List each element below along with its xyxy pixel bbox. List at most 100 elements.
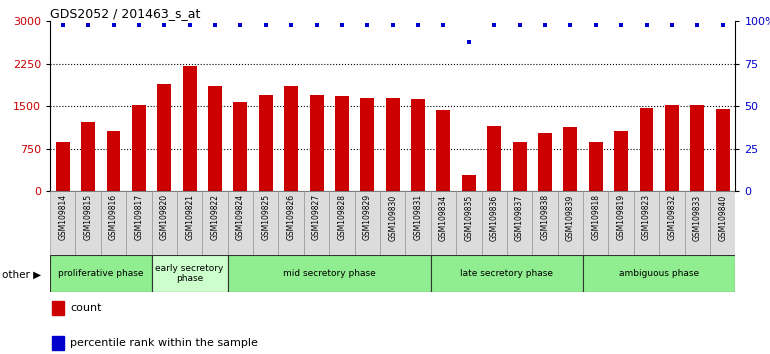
- Text: GSM109821: GSM109821: [185, 194, 194, 240]
- Bar: [228, 191, 253, 255]
- Text: GSM109833: GSM109833: [693, 194, 701, 241]
- Text: GSM109818: GSM109818: [591, 194, 601, 240]
- Bar: [208, 86, 222, 191]
- Bar: [177, 191, 203, 255]
- Bar: [513, 142, 527, 191]
- Text: GSM109825: GSM109825: [261, 194, 270, 240]
- Bar: [430, 191, 456, 255]
- Point: [158, 22, 170, 28]
- Text: GSM109826: GSM109826: [286, 194, 296, 240]
- Point: [641, 22, 653, 28]
- Point: [107, 22, 119, 28]
- Text: GSM109828: GSM109828: [337, 194, 346, 240]
- Bar: [310, 95, 323, 191]
- Bar: [253, 191, 279, 255]
- Text: GSM109834: GSM109834: [439, 194, 448, 241]
- Text: late secretory phase: late secretory phase: [460, 269, 554, 278]
- Bar: [437, 110, 450, 191]
- Text: GSM109819: GSM109819: [617, 194, 626, 240]
- Bar: [487, 126, 501, 191]
- Text: percentile rank within the sample: percentile rank within the sample: [70, 338, 258, 348]
- Text: GSM109839: GSM109839: [566, 194, 575, 241]
- Bar: [157, 84, 171, 191]
- Point: [209, 22, 221, 28]
- Bar: [715, 109, 730, 191]
- Bar: [132, 104, 146, 191]
- Text: GSM109830: GSM109830: [388, 194, 397, 241]
- Bar: [405, 191, 430, 255]
- Bar: [430, 255, 583, 292]
- Text: GSM109817: GSM109817: [135, 194, 143, 240]
- Bar: [360, 98, 374, 191]
- Point: [463, 39, 475, 45]
- Bar: [507, 191, 532, 255]
- Text: other ▶: other ▶: [2, 269, 42, 279]
- Point: [412, 22, 424, 28]
- Bar: [75, 191, 101, 255]
- Text: GSM109814: GSM109814: [59, 194, 67, 240]
- Bar: [710, 191, 735, 255]
- Bar: [233, 102, 247, 191]
- Text: count: count: [70, 303, 102, 313]
- Bar: [564, 127, 578, 191]
- Text: GSM109823: GSM109823: [642, 194, 651, 240]
- Bar: [456, 191, 481, 255]
- Point: [56, 22, 69, 28]
- Text: GSM109829: GSM109829: [363, 194, 372, 240]
- Point: [285, 22, 297, 28]
- Bar: [532, 191, 557, 255]
- Text: mid secretory phase: mid secretory phase: [283, 269, 376, 278]
- Point: [234, 22, 246, 28]
- Text: GSM109827: GSM109827: [312, 194, 321, 240]
- Bar: [182, 66, 196, 191]
- Bar: [259, 95, 273, 191]
- Text: GDS2052 / 201463_s_at: GDS2052 / 201463_s_at: [50, 7, 200, 20]
- Text: ambiguous phase: ambiguous phase: [619, 269, 699, 278]
- Text: GSM109835: GSM109835: [464, 194, 474, 241]
- Bar: [386, 98, 400, 191]
- Bar: [279, 191, 304, 255]
- Point: [717, 22, 729, 28]
- Bar: [330, 191, 355, 255]
- Bar: [538, 133, 552, 191]
- Bar: [659, 191, 685, 255]
- Bar: [665, 104, 679, 191]
- Bar: [583, 255, 735, 292]
- Text: GSM109815: GSM109815: [84, 194, 92, 240]
- Text: GSM109816: GSM109816: [109, 194, 118, 240]
- Bar: [152, 191, 177, 255]
- Point: [590, 22, 602, 28]
- Bar: [640, 108, 654, 191]
- Text: GSM109837: GSM109837: [515, 194, 524, 241]
- Bar: [481, 191, 507, 255]
- Text: GSM109840: GSM109840: [718, 194, 727, 241]
- Bar: [411, 99, 425, 191]
- Bar: [203, 191, 228, 255]
- Text: GSM109838: GSM109838: [541, 194, 550, 240]
- Bar: [380, 191, 405, 255]
- Bar: [304, 191, 330, 255]
- Point: [514, 22, 526, 28]
- Bar: [355, 191, 380, 255]
- Bar: [228, 255, 430, 292]
- Point: [615, 22, 628, 28]
- Point: [183, 22, 196, 28]
- Bar: [685, 191, 710, 255]
- Bar: [101, 191, 126, 255]
- Point: [564, 22, 577, 28]
- Bar: [50, 255, 152, 292]
- Text: GSM109836: GSM109836: [490, 194, 499, 241]
- Point: [82, 22, 94, 28]
- Text: early secretory
phase: early secretory phase: [156, 264, 224, 283]
- Bar: [608, 191, 634, 255]
- Bar: [335, 96, 349, 191]
- Bar: [462, 175, 476, 191]
- Bar: [557, 191, 583, 255]
- Text: proliferative phase: proliferative phase: [58, 269, 143, 278]
- Point: [539, 22, 551, 28]
- Text: GSM109832: GSM109832: [668, 194, 676, 240]
- Text: GSM109831: GSM109831: [413, 194, 423, 240]
- Bar: [81, 122, 95, 191]
- Text: GSM109822: GSM109822: [210, 194, 219, 240]
- Bar: [583, 191, 608, 255]
